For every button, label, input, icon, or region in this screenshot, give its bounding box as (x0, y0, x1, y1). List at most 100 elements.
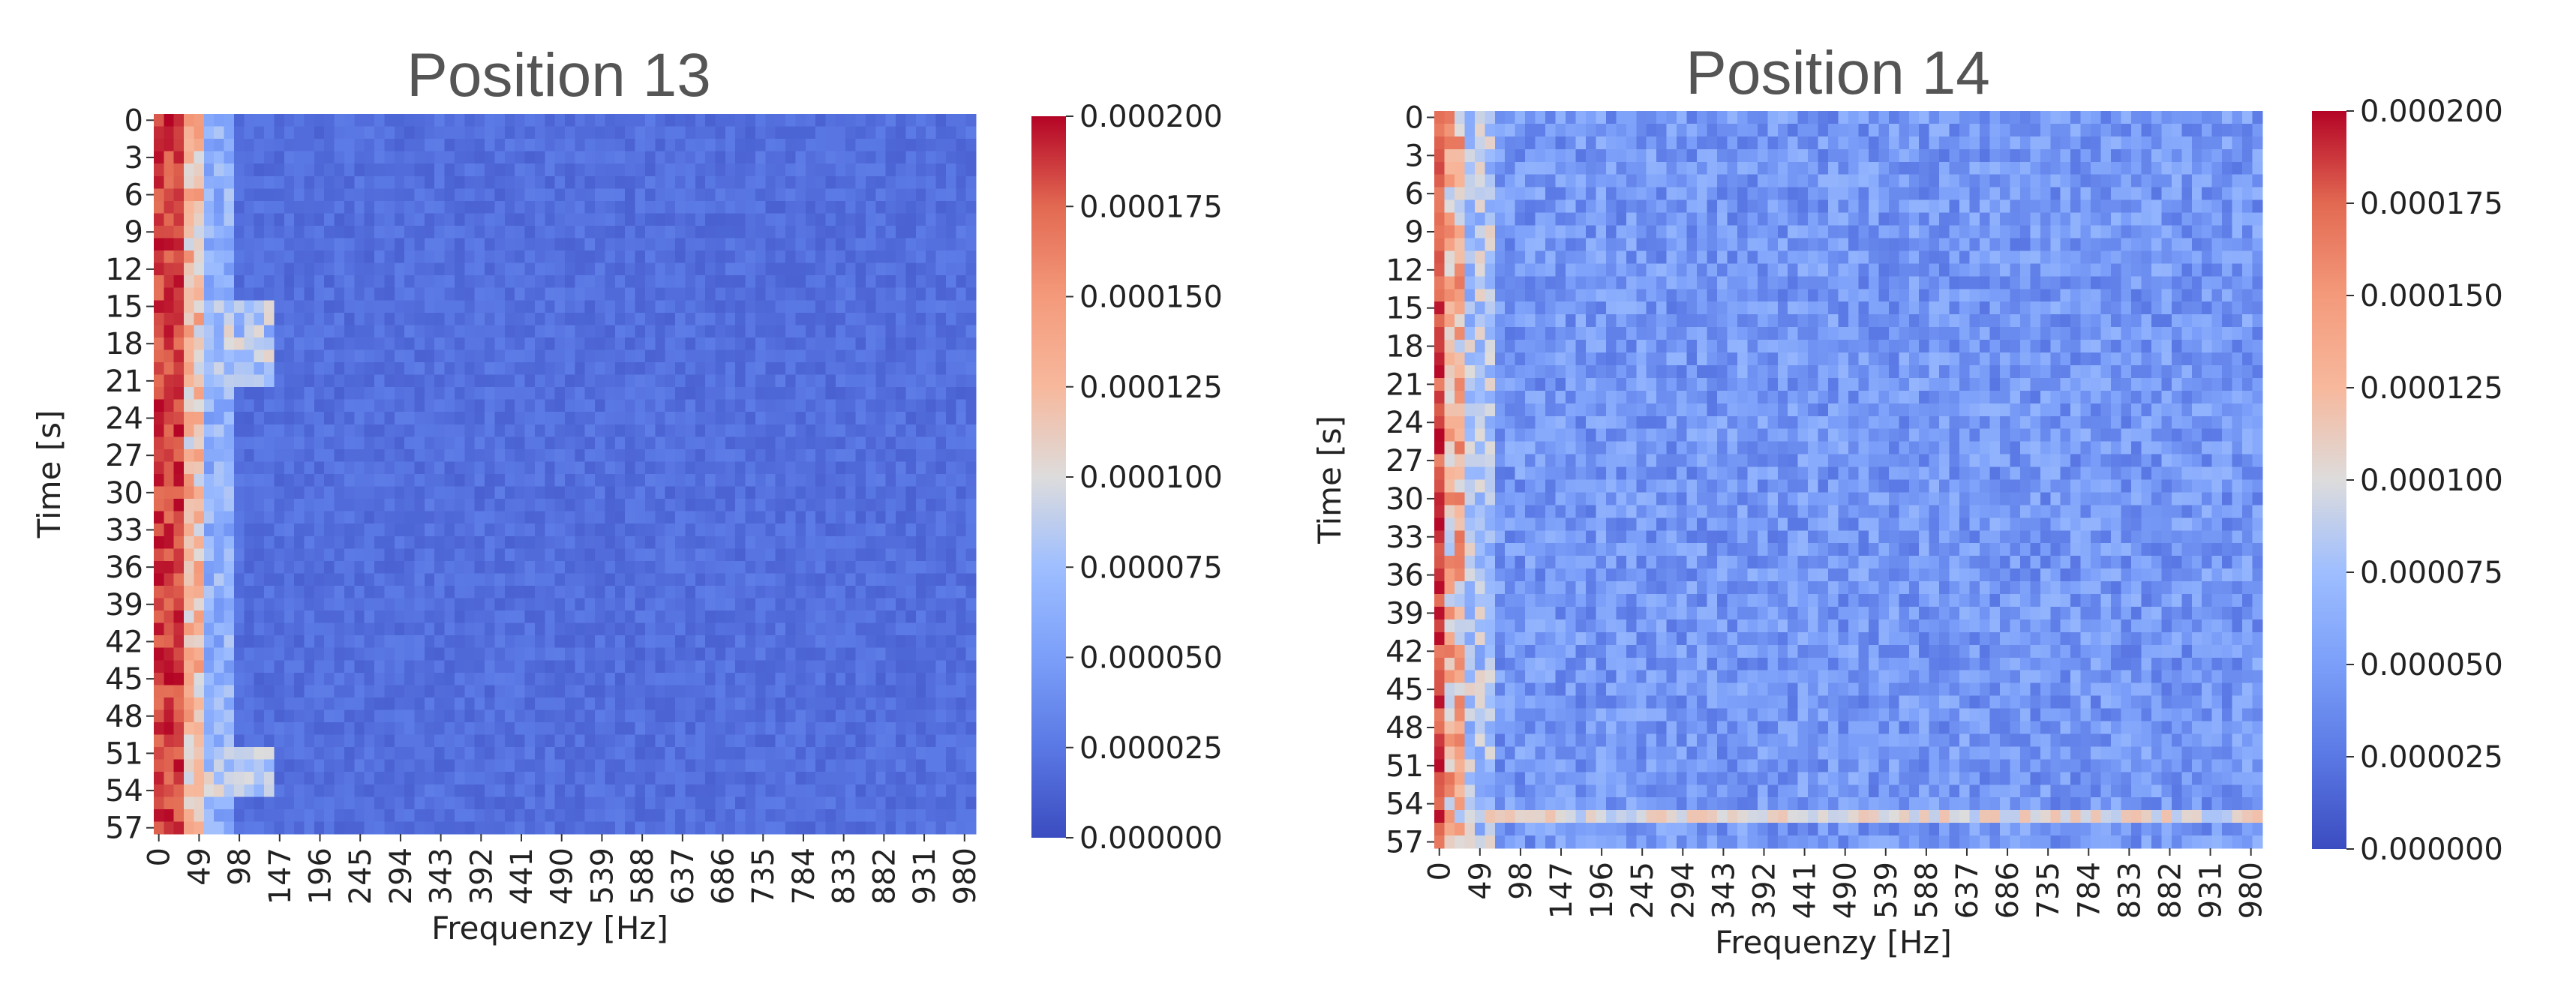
heatmap-cell (344, 585, 355, 599)
heatmap-cell (745, 412, 756, 425)
heatmap-cell (795, 200, 806, 214)
heatmap-cell (625, 548, 636, 562)
heatmap-cell (2030, 111, 2041, 124)
heatmap-cell (785, 424, 797, 437)
heatmap-cell (354, 548, 365, 562)
heatmap-cell (605, 151, 616, 164)
heatmap-cell (845, 734, 857, 748)
heatmap-cell (1575, 123, 1587, 137)
heatmap-cell (364, 610, 375, 624)
heatmap-cell (515, 164, 526, 177)
heatmap-cell (956, 362, 967, 376)
heatmap-cell (715, 350, 726, 363)
heatmap-cell (845, 126, 857, 140)
heatmap-cell (644, 337, 656, 351)
heatmap-cell (855, 164, 866, 177)
heatmap-cell (785, 412, 797, 425)
heatmap-cell (625, 114, 636, 128)
heatmap-cell (314, 722, 325, 736)
heatmap-cell (905, 151, 917, 164)
heatmap-cell (915, 325, 926, 338)
heatmap-cell (644, 536, 656, 549)
heatmap-cell (545, 685, 556, 698)
heatmap-cell (956, 772, 967, 785)
heatmap-cell (545, 176, 556, 189)
heatmap-cell (394, 312, 405, 326)
heatmap-cell (354, 300, 365, 314)
heatmap-cell (625, 622, 636, 636)
heatmap-cell (715, 796, 726, 810)
heatmap-cell (394, 697, 405, 711)
heatmap-cell (374, 461, 386, 475)
heatmap-cell (575, 461, 586, 475)
heatmap-cell (775, 759, 786, 772)
heatmap-cell (545, 660, 556, 674)
heatmap-cell (695, 424, 706, 437)
heatmap-cell (715, 250, 726, 264)
heatmap-cell (915, 287, 926, 301)
heatmap-cell (815, 784, 827, 797)
heatmap-cell (965, 622, 977, 636)
heatmap-cell (685, 635, 696, 649)
heatmap-cell (725, 610, 736, 624)
heatmap-cell (294, 808, 305, 823)
heatmap-cell (825, 759, 836, 772)
heatmap-cell (254, 164, 265, 177)
heatmap-cell (644, 784, 656, 797)
heatmap-cell (485, 461, 496, 475)
heatmap-cell (294, 710, 305, 723)
heatmap-cell (173, 647, 185, 661)
heatmap-cell (244, 448, 255, 463)
heatmap-cell (644, 213, 656, 226)
heatmap-cell (584, 772, 596, 785)
heatmap-cell (635, 176, 646, 189)
heatmap-cell (254, 598, 265, 611)
heatmap-cell (264, 672, 275, 686)
heatmap-cell (805, 660, 816, 674)
heatmap-cell (184, 660, 195, 674)
heatmap-cell (515, 697, 526, 711)
heatmap-cell (464, 622, 476, 636)
heatmap-cell (334, 362, 345, 376)
heatmap-cell (835, 610, 846, 624)
heatmap-cell (614, 747, 626, 760)
heatmap-cell (935, 511, 947, 524)
heatmap-cell (194, 399, 205, 412)
heatmap-cell (154, 337, 164, 351)
heatmap-cell (1878, 111, 1890, 124)
heatmap-cell (965, 573, 977, 586)
heatmap-cell (354, 536, 365, 549)
heatmap-cell (474, 151, 485, 164)
heatmap-cell (164, 536, 175, 549)
heatmap-cell (945, 300, 956, 314)
heatmap-cell (434, 585, 446, 599)
heatmap-cell (394, 511, 405, 524)
heatmap-cell (254, 647, 265, 661)
heatmap-cell (584, 585, 596, 599)
heatmap-cell (524, 238, 536, 251)
heatmap-cell (775, 213, 786, 226)
heatmap-cell (384, 250, 395, 264)
heatmap-cell (524, 275, 536, 289)
heatmap-cell (1929, 111, 1940, 124)
heatmap-cell (785, 436, 797, 450)
heatmap-cell (675, 499, 686, 512)
heatmap-cell (524, 164, 536, 177)
heatmap-cell (203, 262, 215, 276)
heatmap-cell (233, 300, 245, 314)
heatmap-cell (755, 635, 766, 649)
heatmap-cell (644, 448, 656, 463)
heatmap-cell (896, 672, 907, 686)
heatmap-cell (524, 722, 536, 736)
heatmap-cell (926, 499, 937, 512)
heatmap-cell (184, 808, 195, 823)
heatmap-cell (404, 176, 416, 189)
heatmap-cell (584, 325, 596, 338)
heatmap-cell (454, 151, 465, 164)
heatmap-cell (775, 238, 786, 251)
heatmap-cell (304, 436, 315, 450)
heatmap-cell (755, 710, 766, 723)
heatmap-cell (1788, 123, 1799, 137)
heatmap-cell (965, 685, 977, 698)
heatmap-cell (695, 287, 706, 301)
